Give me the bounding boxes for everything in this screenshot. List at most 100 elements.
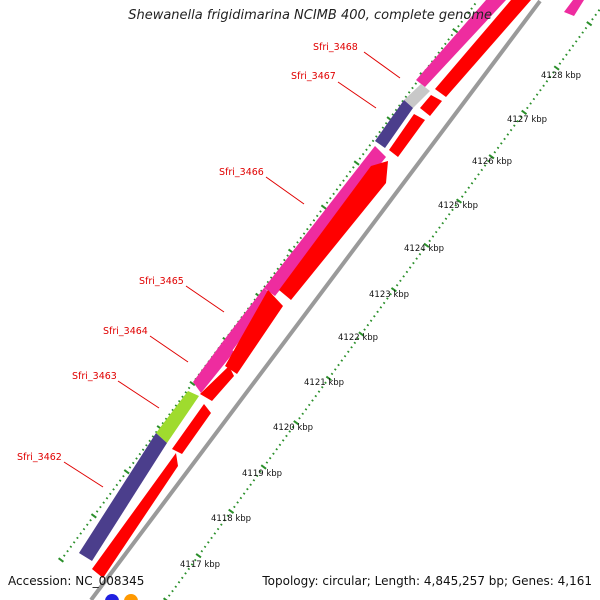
minor-tick: [532, 97, 536, 101]
minor-tick: [246, 487, 249, 491]
minor-tick: [386, 297, 389, 300]
minor-tick: [141, 448, 145, 451]
minor-tick: [382, 301, 386, 305]
minor-tick: [558, 62, 562, 65]
minor-tick: [184, 391, 188, 394]
minor-tick: [437, 51, 441, 54]
kbp-label-4117: 4117 kbp: [180, 560, 220, 570]
minor-tick: [376, 310, 379, 314]
minor-tick: [135, 457, 138, 460]
minor-tick: [548, 75, 552, 79]
major-tick: [320, 204, 327, 210]
gene-label-sfri-3464: Sfri_3464: [103, 326, 148, 337]
minor-tick: [371, 139, 375, 143]
minor-tick: [278, 443, 282, 447]
minor-tick: [347, 350, 350, 353]
major-tick: [521, 109, 528, 115]
minor-tick: [568, 49, 571, 52]
kbp-label-4122: 4122 kbp: [338, 333, 378, 343]
minor-tick: [584, 26, 588, 30]
minor-tick: [138, 452, 142, 456]
minor-tick: [483, 164, 487, 167]
gene-label-sfri-3466: Sfri_3466: [219, 167, 264, 178]
gene-sfri-3466: [264, 146, 386, 296]
kbp-label-4119: 4119 kbp: [242, 469, 282, 479]
minor-tick: [340, 359, 344, 362]
minor-tick: [450, 33, 454, 37]
gene-sfri-3462: [79, 433, 167, 561]
minor-tick: [72, 541, 76, 544]
minor-tick: [298, 417, 301, 420]
minor-tick: [85, 523, 89, 526]
minor-tick: [286, 254, 289, 257]
minor-tick: [292, 245, 296, 249]
minor-tick: [309, 223, 312, 226]
minor-tick: [184, 572, 187, 575]
gene-sfri-3468: [404, 84, 430, 108]
minor-tick: [335, 188, 339, 191]
minor-tick: [519, 115, 523, 119]
major-tick: [195, 553, 202, 559]
minor-tick: [381, 126, 385, 129]
minor-tick: [207, 541, 210, 544]
major-tick: [390, 287, 397, 293]
minor-tick: [242, 492, 246, 495]
minor-tick: [529, 102, 532, 105]
minor-tick: [368, 144, 372, 147]
major-tick: [488, 154, 495, 160]
minor-tick: [180, 576, 184, 580]
minor-tick: [431, 235, 435, 238]
minor-tick: [434, 230, 438, 234]
minor-tick: [226, 514, 230, 518]
minor-tick: [506, 133, 510, 136]
gene-bottom-orange: [124, 594, 138, 600]
minor-tick: [76, 536, 79, 540]
minor-tick: [174, 404, 178, 407]
minor-tick: [79, 532, 82, 535]
minor-tick: [591, 18, 594, 21]
minor-tick: [460, 195, 464, 198]
minor-tick: [379, 306, 383, 309]
minor-tick: [463, 16, 467, 19]
minor-tick: [213, 532, 217, 535]
gene-label-sfri-3465: Sfri_3465: [139, 276, 184, 287]
minor-tick: [118, 479, 122, 482]
minor-tick: [69, 545, 73, 549]
forward-strand-track: [79, 0, 584, 561]
kbp-label-4118: 4118 kbp: [211, 514, 251, 524]
minor-tick: [444, 217, 448, 220]
minor-tick: [574, 40, 578, 43]
gene-reverse-g: [92, 453, 178, 578]
minor-tick: [438, 226, 441, 229]
minor-tick: [319, 210, 322, 213]
accession-text: Accession: NC_008345: [8, 574, 145, 588]
minor-tick: [565, 53, 568, 56]
minor-tick: [509, 128, 513, 132]
minor-tick: [239, 496, 243, 500]
minor-tick: [281, 439, 285, 442]
minor-tick: [373, 315, 376, 318]
minor-tick: [477, 173, 480, 176]
outer-tick-track: [57, 2, 477, 563]
minor-tick: [330, 372, 334, 376]
minor-tick: [273, 272, 276, 275]
minor-tick: [594, 13, 597, 17]
minor-tick: [275, 448, 278, 451]
minor-tick: [311, 399, 314, 402]
major-tick: [162, 597, 168, 600]
minor-tick: [414, 82, 418, 85]
leader-line-sfri-3463: [117, 380, 160, 409]
leader-line-sfri-3466: [265, 176, 305, 205]
major-tick: [293, 420, 300, 426]
minor-tick: [299, 236, 303, 240]
minor-tick: [177, 581, 181, 584]
minor-tick: [444, 42, 447, 46]
minor-tick: [304, 408, 308, 411]
leader-line-sfri-3462: [63, 461, 104, 488]
minor-tick: [177, 399, 181, 403]
topology-text: Topology: circular; Length: 4,845,257 bp…: [262, 574, 592, 588]
minor-tick: [306, 227, 309, 231]
minor-tick: [500, 142, 503, 145]
minor-tick: [441, 221, 444, 225]
minor-tick: [352, 166, 355, 169]
